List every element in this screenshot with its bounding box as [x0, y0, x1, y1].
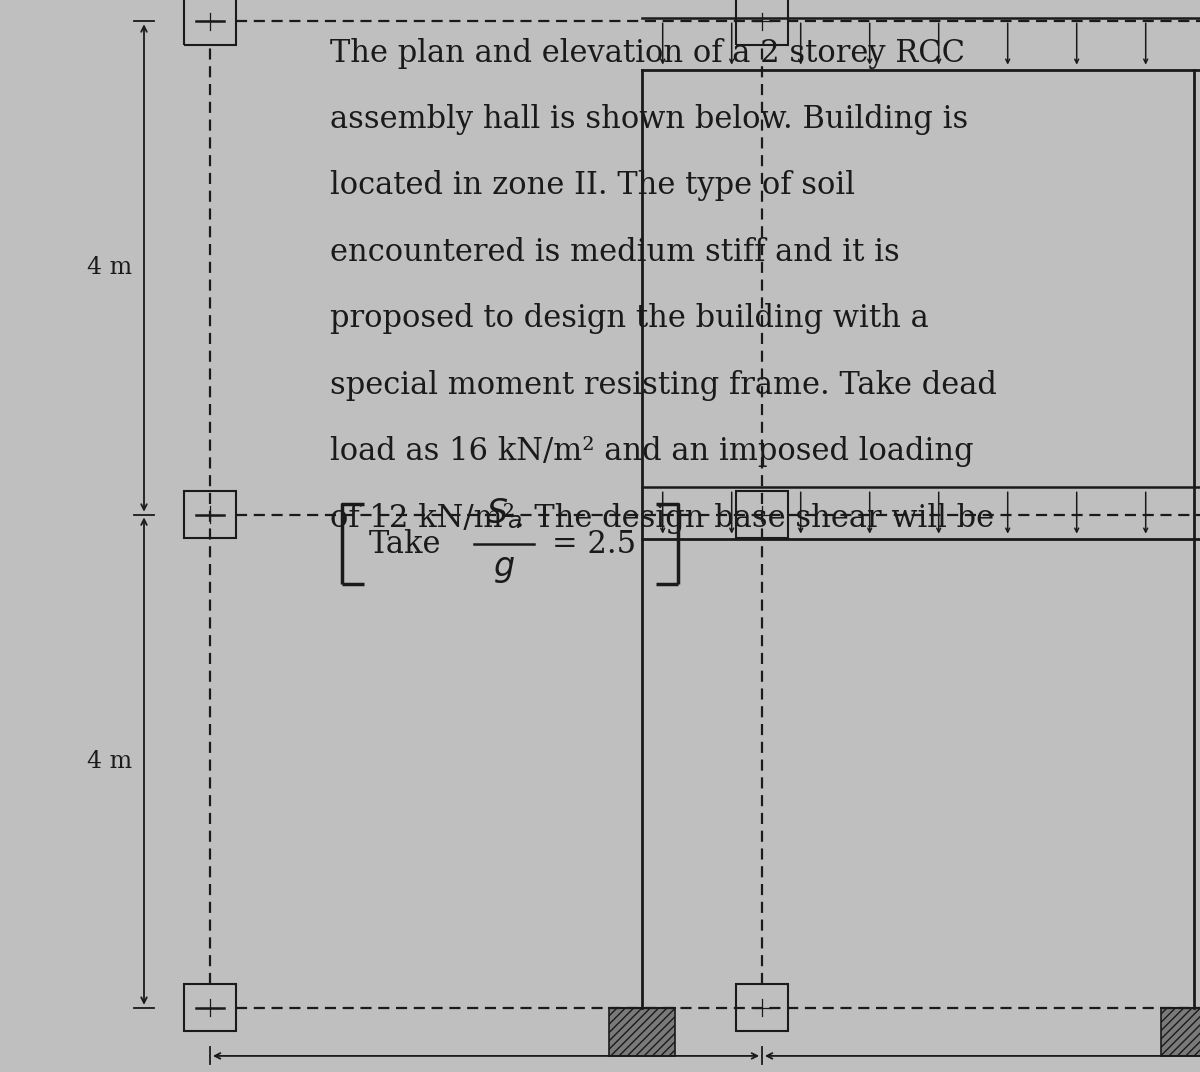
Text: encountered is medium stiff and it is: encountered is medium stiff and it is	[330, 237, 900, 268]
Bar	[736, 0, 788, 45]
Text: $S_a$: $S_a$	[486, 496, 522, 532]
Bar	[184, 0, 236, 45]
Bar	[184, 984, 236, 1031]
Bar	[736, 491, 788, 538]
Text: proposed to design the building with a: proposed to design the building with a	[330, 303, 929, 334]
Text: $g$: $g$	[493, 553, 515, 584]
Text: special moment resisting frame. Take dead: special moment resisting frame. Take dea…	[330, 370, 997, 401]
Bar	[736, 984, 788, 1031]
Bar	[1162, 1008, 1200, 1056]
Text: located in zone II. The type of soil: located in zone II. The type of soil	[330, 170, 854, 202]
Bar	[184, 491, 236, 538]
Text: 4 m: 4 m	[86, 749, 132, 773]
Text: assembly hall is shown below. Building is: assembly hall is shown below. Building i…	[330, 104, 968, 135]
Text: Take: Take	[368, 528, 440, 560]
Text: = 2.5: = 2.5	[552, 528, 636, 560]
Text: of 12 kN/m². The design base shear will be: of 12 kN/m². The design base shear will …	[330, 503, 994, 534]
Bar	[610, 1008, 676, 1056]
Text: load as 16 kN/m² and an imposed loading: load as 16 kN/m² and an imposed loading	[330, 436, 973, 467]
Text: 4 m: 4 m	[86, 256, 132, 280]
Text: The plan and elevation of a 2 storey RCC: The plan and elevation of a 2 storey RCC	[330, 38, 965, 69]
